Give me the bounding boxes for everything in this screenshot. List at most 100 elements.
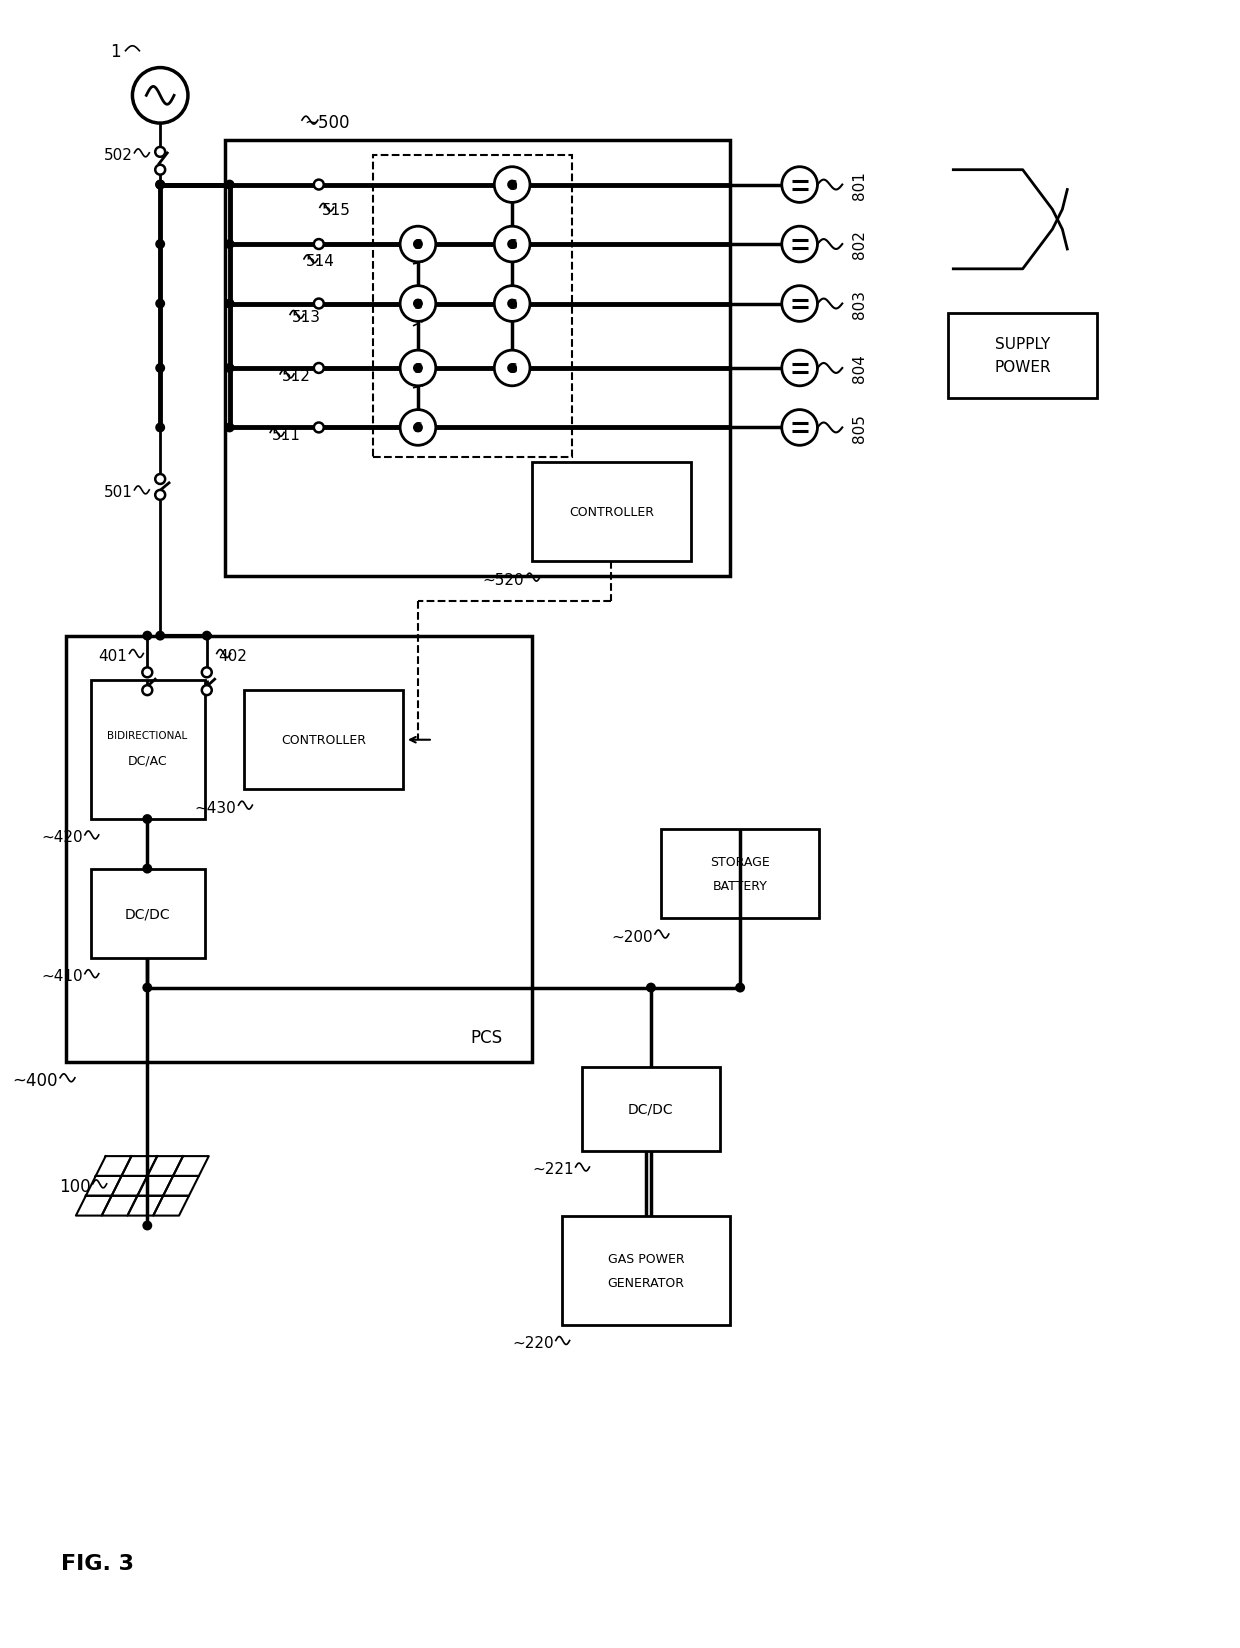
Text: 515: 515 [322, 203, 351, 218]
Circle shape [155, 181, 165, 191]
Circle shape [314, 300, 324, 310]
Circle shape [495, 287, 529, 321]
Circle shape [155, 475, 165, 485]
Bar [244, 691, 403, 789]
Circle shape [781, 410, 817, 447]
Text: 511: 511 [273, 427, 301, 443]
Bar [661, 829, 820, 918]
Text: 801: 801 [852, 171, 867, 199]
Bar [91, 868, 205, 957]
Text: DC/DC: DC/DC [629, 1103, 673, 1116]
Text: S: S [507, 237, 517, 252]
Circle shape [401, 410, 435, 447]
Text: 501: 501 [104, 485, 133, 499]
Text: 502: 502 [104, 148, 133, 163]
Text: S: S [507, 297, 517, 311]
Circle shape [495, 168, 529, 203]
Text: BATTERY: BATTERY [713, 880, 768, 893]
Bar [582, 1068, 720, 1152]
Text: S: S [414, 363, 423, 376]
Circle shape [413, 241, 423, 250]
Text: S: S [414, 237, 423, 252]
Circle shape [507, 364, 517, 374]
Circle shape [781, 168, 817, 203]
Circle shape [143, 667, 153, 677]
Circle shape [507, 241, 517, 250]
Circle shape [155, 300, 165, 310]
Circle shape [155, 364, 165, 374]
Text: DC/DC: DC/DC [124, 906, 170, 921]
Circle shape [202, 686, 212, 695]
Text: S: S [414, 422, 423, 435]
Circle shape [155, 424, 165, 433]
Circle shape [314, 424, 324, 433]
Circle shape [155, 181, 165, 191]
Text: S: S [414, 297, 423, 311]
Text: S: S [507, 178, 517, 193]
Circle shape [155, 631, 165, 641]
Circle shape [314, 364, 324, 374]
Circle shape [781, 351, 817, 387]
Text: 513: 513 [293, 310, 321, 325]
Circle shape [143, 982, 153, 994]
Text: DC/AC: DC/AC [128, 753, 167, 766]
Circle shape [413, 424, 423, 433]
Text: ~420: ~420 [41, 831, 83, 845]
Circle shape [401, 287, 435, 321]
Text: GAS POWER: GAS POWER [608, 1252, 684, 1266]
Circle shape [314, 241, 324, 250]
Text: ~400: ~400 [12, 1071, 58, 1089]
Bar [532, 463, 691, 562]
Circle shape [224, 181, 234, 191]
Circle shape [143, 1221, 153, 1231]
Circle shape [507, 300, 517, 310]
Circle shape [133, 69, 188, 124]
Text: 803: 803 [852, 290, 867, 318]
Text: POWER: POWER [994, 361, 1052, 376]
Circle shape [413, 364, 423, 374]
Circle shape [781, 227, 817, 262]
Circle shape [202, 631, 212, 641]
Circle shape [646, 982, 656, 994]
Text: 514: 514 [306, 254, 335, 269]
Bar [562, 1216, 730, 1325]
Text: S: S [507, 363, 517, 376]
Text: ~410: ~410 [41, 969, 83, 984]
Circle shape [143, 686, 153, 695]
Text: 401: 401 [99, 649, 128, 664]
Circle shape [224, 300, 234, 310]
Circle shape [314, 181, 324, 191]
Bar [949, 315, 1097, 399]
Text: GENERATOR: GENERATOR [608, 1276, 684, 1289]
Circle shape [495, 351, 529, 387]
Circle shape [143, 631, 153, 641]
Bar [66, 636, 532, 1063]
Circle shape [507, 181, 517, 191]
Text: ~520: ~520 [482, 572, 525, 587]
Circle shape [413, 300, 423, 310]
Text: ~221: ~221 [532, 1162, 574, 1177]
Text: 805: 805 [852, 414, 867, 443]
Circle shape [735, 982, 745, 994]
Circle shape [781, 287, 817, 321]
Circle shape [155, 148, 165, 158]
Circle shape [224, 241, 234, 250]
Text: 802: 802 [852, 231, 867, 259]
Circle shape [155, 491, 165, 501]
Circle shape [401, 351, 435, 387]
Circle shape [143, 864, 153, 873]
Text: SUPPLY: SUPPLY [994, 336, 1050, 351]
Text: 512: 512 [283, 369, 311, 384]
Circle shape [224, 424, 234, 433]
Text: 1: 1 [110, 43, 120, 61]
Text: FIG. 3: FIG. 3 [61, 1552, 134, 1572]
Circle shape [155, 166, 165, 176]
Text: ~220: ~220 [512, 1335, 554, 1350]
Text: 804: 804 [852, 354, 867, 384]
Text: PCS: PCS [470, 1028, 502, 1046]
Text: 100: 100 [60, 1177, 91, 1195]
Text: CONTROLLER: CONTROLLER [281, 733, 366, 747]
Text: CONTROLLER: CONTROLLER [569, 506, 653, 519]
Circle shape [155, 241, 165, 250]
Text: ~430: ~430 [195, 801, 237, 816]
